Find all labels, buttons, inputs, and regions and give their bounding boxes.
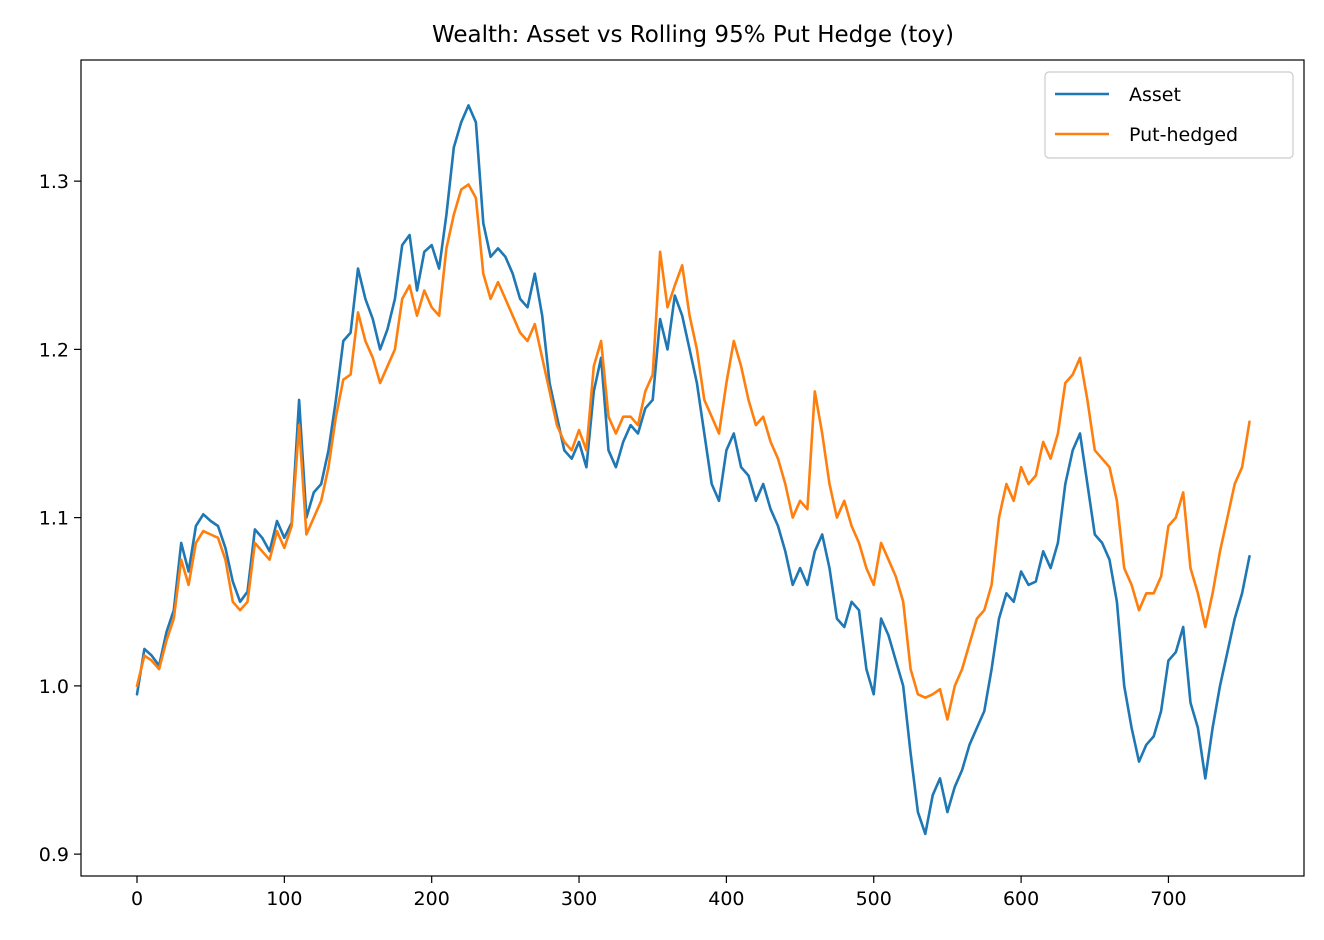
y-tick-label: 1.1 — [39, 508, 69, 530]
x-tick-label: 500 — [856, 888, 892, 910]
chart-title: Wealth: Asset vs Rolling 95% Put Hedge (… — [432, 22, 954, 48]
y-tick-label: 1.2 — [39, 339, 69, 361]
x-tick-label: 400 — [708, 888, 744, 910]
series-line-1 — [135, 183, 1251, 721]
x-tick-label: 200 — [414, 888, 450, 910]
x-tick-label: 600 — [1003, 888, 1039, 910]
series-line-0 — [135, 104, 1251, 836]
y-tick-label: 0.9 — [39, 844, 69, 866]
x-tick-label: 700 — [1150, 888, 1186, 910]
x-axis: 0 100 200 300 400 500 600 700 — [131, 876, 1187, 910]
legend: Asset Put-hedged — [1044, 71, 1294, 159]
x-tick-label: 100 — [266, 888, 302, 910]
y-tick-label: 1.0 — [39, 676, 69, 698]
x-tick-label: 300 — [561, 888, 597, 910]
y-axis: 0.9 1.0 1.1 1.2 1.3 — [39, 171, 81, 866]
axes-frame — [80, 59, 1305, 877]
y-tick-label: 1.3 — [39, 171, 69, 193]
legend-label-1: Put-hedged — [1129, 124, 1238, 146]
legend-label-0: Asset — [1129, 84, 1181, 106]
plot-area — [80, 59, 1305, 877]
x-tick-label: 0 — [131, 888, 143, 910]
